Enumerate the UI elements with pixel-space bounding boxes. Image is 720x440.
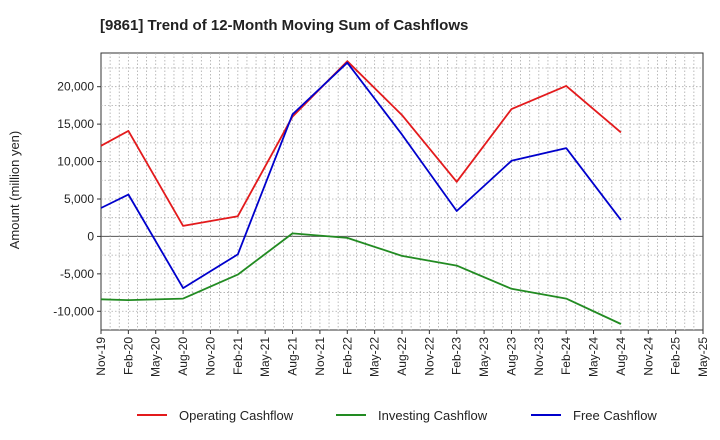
x-tick-label: May-25	[696, 337, 710, 377]
y-tick-label: 15,000	[57, 117, 94, 131]
x-tick-label: Nov-21	[313, 337, 327, 376]
series-line-2	[100, 232, 622, 325]
x-tick-label: Nov-24	[641, 337, 655, 376]
grid-lines	[101, 53, 703, 330]
x-tick-label: Aug-20	[176, 337, 190, 376]
y-axis-ticks: -10,000 -5,000 0 5,000 10,000 15,000 20,000	[53, 80, 101, 318]
legend-label-1: Operating Cashflow	[179, 408, 294, 423]
x-tick-label: Nov-23	[532, 337, 546, 376]
y-tick-label: -10,000	[53, 304, 94, 318]
x-tick-label: May-22	[368, 337, 382, 377]
x-tick-label: May-21	[258, 337, 272, 377]
x-axis-ticks: Nov-19 Feb-20 May-20 Aug-20 Nov-20 Feb-21 May-…	[94, 330, 710, 377]
x-tick-label: Feb-20	[121, 337, 135, 375]
x-tick-label: Feb-25	[669, 337, 683, 375]
x-tick-label: Nov-20	[203, 337, 217, 376]
series-line-3	[100, 61, 622, 290]
y-tick-label: 5,000	[64, 192, 94, 206]
x-tick-label: Aug-22	[395, 337, 409, 376]
x-tick-label: Aug-21	[286, 337, 300, 376]
legend-label-3: Free Cashflow	[573, 408, 657, 423]
x-tick-label: Nov-19	[94, 337, 108, 376]
x-tick-label: Feb-22	[340, 337, 354, 375]
x-tick-label: May-24	[587, 337, 601, 377]
x-tick-label: Aug-23	[504, 337, 518, 376]
series-line-1	[100, 60, 622, 227]
legend-label-2: Investing Cashflow	[378, 408, 488, 423]
y-tick-label: -5,000	[60, 267, 94, 281]
x-tick-label: May-20	[149, 337, 163, 377]
chart-title: [9861] Trend of 12-Month Moving Sum of C…	[100, 17, 468, 34]
series-lines	[100, 60, 622, 325]
x-tick-label: Feb-23	[450, 337, 464, 375]
y-axis-label: Amount (million yen)	[7, 131, 22, 250]
x-tick-label: Nov-22	[422, 337, 436, 376]
x-tick-label: Feb-21	[231, 337, 245, 375]
legend: Operating Cashflow Investing Cashflow Free…	[137, 408, 657, 423]
y-tick-label: 20,000	[57, 80, 94, 94]
x-tick-label: Aug-24	[614, 337, 628, 376]
x-tick-label: Feb-24	[559, 337, 573, 375]
x-tick-label: May-23	[477, 337, 491, 377]
y-tick-label: 0	[87, 229, 94, 243]
y-tick-label: 10,000	[57, 155, 94, 169]
